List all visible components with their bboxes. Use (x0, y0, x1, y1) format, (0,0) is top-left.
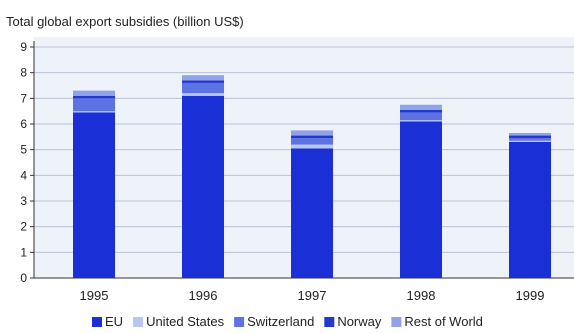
legend-label: Rest of World (404, 314, 483, 329)
bar-segment-switzerland (291, 138, 333, 145)
bar-segment-eu (182, 95, 224, 279)
legend-item: EU (92, 314, 123, 329)
legend-item: Norway (324, 314, 382, 329)
legend-swatch (324, 317, 335, 327)
bar-segment-norway (182, 80, 224, 83)
bar-segment-eu (291, 148, 333, 278)
y-tick-label: 8 (20, 66, 27, 80)
bars (73, 75, 551, 279)
bar-segment-norway (73, 95, 115, 99)
bar-segment-united-states (182, 93, 224, 96)
bar-segment-switzerland (182, 82, 224, 94)
bar-stack-1997 (291, 130, 333, 278)
legend-item: Rest of World (391, 314, 483, 329)
x-tick-label: 1996 (189, 288, 218, 303)
bar-segment-norway (509, 135, 551, 139)
y-tick-label: 4 (20, 168, 27, 182)
legend-label: EU (105, 314, 123, 329)
legend-item: Switzerland (234, 314, 314, 329)
y-tick-label: 0 (20, 271, 27, 285)
bar-segment-eu (73, 112, 115, 278)
bar-stack-1996 (182, 75, 224, 279)
bar-segment-eu (400, 121, 442, 278)
legend-label: United States (146, 314, 225, 329)
bar-segment-eu (509, 141, 551, 278)
bar-segment-switzerland (400, 112, 442, 121)
bar-segment-norway (400, 109, 442, 113)
legend-label: Switzerland (247, 314, 314, 329)
legend-label: Norway (337, 314, 382, 329)
bar-segment-united-states (291, 144, 333, 149)
x-tick-labels: 1995 1996 1997 1998 1999 (80, 288, 545, 303)
legend-swatch (133, 317, 144, 327)
bar-stack-1998 (400, 104, 442, 278)
bar-segment-switzerland (509, 138, 551, 141)
y-tick-label: 6 (20, 117, 27, 131)
legend: EU United States Switzerland Norway Rest of … (92, 314, 483, 329)
y-tick-label: 5 (20, 143, 27, 157)
bar-segment-switzerland (73, 98, 115, 112)
x-tick-label: 1997 (298, 288, 327, 303)
bar-stack-1995 (73, 90, 115, 278)
legend-swatch (391, 317, 402, 327)
bar-stack-1999 (509, 132, 551, 278)
legend-item: United States (133, 314, 225, 329)
bar-segment-united-states (400, 120, 442, 122)
y-tick-label: 1 (20, 245, 27, 259)
bar-segment-rest-of-world (400, 104, 442, 110)
legend-swatch (234, 317, 245, 327)
bar-segment-rest-of-world (73, 90, 115, 96)
y-tick-label: 2 (20, 220, 27, 234)
bar-segment-rest-of-world (182, 75, 224, 81)
y-tick-label: 3 (20, 194, 27, 208)
chart-title: Total global export subsidies (billion U… (6, 14, 244, 29)
bar-segment-united-states (509, 140, 551, 142)
y-tick-label: 9 (20, 40, 27, 54)
x-tick-label: 1995 (80, 288, 109, 303)
bar-segment-rest-of-world (509, 132, 551, 136)
bar-segment-norway (291, 135, 333, 139)
legend-swatch (92, 317, 102, 327)
y-tick-label: 7 (20, 91, 27, 105)
x-tick-label: 1998 (407, 288, 436, 303)
bar-segment-rest-of-world (291, 130, 333, 136)
axes: 0 1 2 3 4 5 6 7 8 9 (20, 40, 574, 285)
bar-segment-united-states (73, 111, 115, 113)
x-tick-label: 1999 (516, 288, 545, 303)
